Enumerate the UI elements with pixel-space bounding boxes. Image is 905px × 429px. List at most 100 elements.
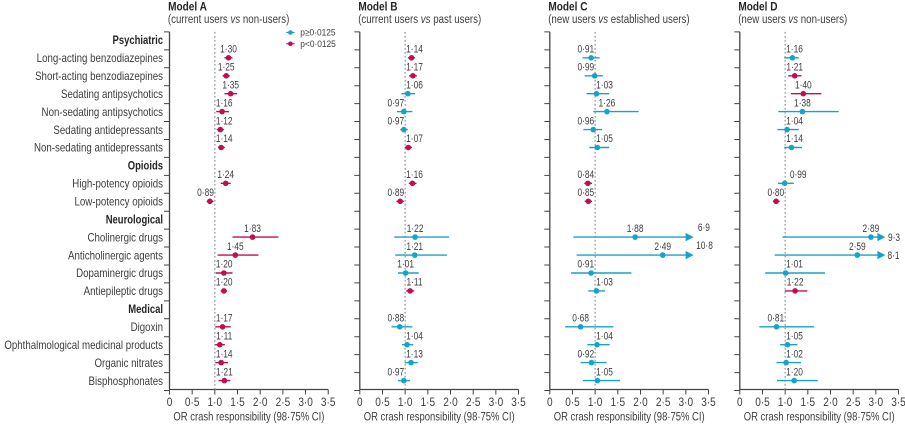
svg-text:1·17: 1·17	[216, 312, 233, 324]
svg-text:(new users vs established user: (new users vs established users)	[548, 13, 689, 26]
svg-text:1·06: 1·06	[406, 79, 423, 91]
svg-text:0·85: 0·85	[577, 187, 594, 199]
svg-text:Model B: Model B	[358, 1, 397, 14]
svg-text:p<0·0125: p<0·0125	[300, 38, 336, 49]
svg-text:1·25: 1·25	[218, 61, 235, 73]
svg-text:0·88: 0·88	[387, 312, 404, 324]
svg-text:1·05: 1·05	[596, 133, 613, 145]
svg-text:1·22: 1·22	[407, 223, 424, 235]
svg-text:2·89: 2·89	[863, 223, 880, 235]
svg-text:1·05: 1·05	[786, 330, 803, 342]
svg-text:10·8: 10·8	[696, 240, 713, 252]
svg-text:3·5: 3·5	[701, 396, 716, 409]
svg-text:1·30: 1·30	[220, 43, 237, 55]
svg-text:Bisphosphonates: Bisphosphonates	[88, 375, 163, 388]
svg-text:0: 0	[737, 396, 743, 409]
svg-text:1·16: 1·16	[406, 169, 423, 181]
svg-text:3·0: 3·0	[679, 396, 694, 409]
svg-text:OR crash responsibility (98·75: OR crash responsibility (98·75% CI)	[364, 411, 515, 424]
svg-text:Sedating antidepressants: Sedating antidepressants	[53, 124, 163, 137]
svg-text:1·20: 1·20	[786, 366, 803, 378]
svg-text:1·5: 1·5	[611, 396, 626, 409]
svg-text:0·81: 0·81	[767, 312, 784, 324]
svg-text:0·99: 0·99	[790, 169, 807, 181]
svg-text:Opioids: Opioids	[128, 160, 163, 173]
svg-text:1·20: 1·20	[216, 277, 233, 289]
svg-text:High-potency opioids: High-potency opioids	[72, 178, 163, 191]
svg-text:2·5: 2·5	[276, 396, 291, 409]
svg-text:Cholinergic drugs: Cholinergic drugs	[87, 232, 163, 245]
svg-text:1·21: 1·21	[406, 241, 423, 253]
svg-text:(new users vs non-users): (new users vs non-users)	[738, 13, 847, 26]
svg-text:Model D: Model D	[738, 1, 777, 14]
svg-text:2·5: 2·5	[656, 396, 671, 409]
svg-text:3·5: 3·5	[511, 396, 526, 409]
svg-text:0·92: 0·92	[577, 348, 594, 360]
svg-text:3·5: 3·5	[321, 396, 336, 409]
svg-text:0: 0	[357, 396, 363, 409]
svg-text:2·49: 2·49	[654, 241, 671, 253]
svg-text:OR crash responsibility (98·75: OR crash responsibility (98·75% CI)	[744, 411, 895, 424]
svg-text:1·11: 1·11	[216, 330, 232, 342]
svg-text:3·5: 3·5	[891, 396, 905, 409]
svg-text:Neurological: Neurological	[106, 214, 163, 227]
svg-text:1·26: 1·26	[599, 97, 616, 109]
svg-text:Non-sedating antipsychotics: Non-sedating antipsychotics	[42, 106, 163, 119]
svg-text:Digoxin: Digoxin	[131, 321, 163, 334]
svg-text:0·80: 0·80	[767, 187, 784, 199]
svg-text:0·5: 0·5	[185, 396, 200, 409]
svg-text:3·0: 3·0	[298, 396, 313, 409]
svg-text:(current users vs non-users): (current users vs non-users)	[168, 13, 289, 26]
svg-text:1·04: 1·04	[406, 330, 423, 342]
svg-text:1·21: 1·21	[786, 61, 803, 73]
svg-text:0·89: 0·89	[197, 187, 214, 199]
svg-text:1·17: 1·17	[406, 61, 423, 73]
svg-text:1·05: 1·05	[596, 366, 613, 378]
svg-text:1·88: 1·88	[627, 223, 644, 235]
svg-text:1·13: 1·13	[406, 348, 423, 360]
svg-text:Antiepileptic drugs: Antiepileptic drugs	[84, 285, 163, 298]
svg-text:1·12: 1·12	[216, 115, 233, 127]
svg-text:3·0: 3·0	[489, 396, 504, 409]
svg-text:1·0: 1·0	[398, 396, 413, 409]
svg-text:1·20: 1·20	[216, 259, 233, 271]
svg-text:2·5: 2·5	[466, 396, 481, 409]
svg-text:2·59: 2·59	[849, 241, 866, 253]
svg-text:1·14: 1·14	[216, 133, 233, 145]
svg-text:Organic nitrates: Organic nitrates	[94, 357, 163, 370]
svg-text:Long-acting benzodiazepines: Long-acting benzodiazepines	[37, 52, 163, 65]
svg-text:Non-sedating antidepressants: Non-sedating antidepressants	[34, 142, 163, 155]
svg-text:1·03: 1·03	[596, 79, 613, 91]
svg-text:1·14: 1·14	[216, 348, 233, 360]
svg-text:p≥0·0125: p≥0·0125	[300, 27, 335, 38]
svg-text:1·0: 1·0	[588, 396, 603, 409]
svg-text:1·38: 1·38	[794, 97, 811, 109]
svg-text:Psychiatric: Psychiatric	[113, 34, 164, 47]
svg-text:Sedating antipsychotics: Sedating antipsychotics	[61, 88, 163, 101]
svg-text:1·11: 1·11	[406, 277, 422, 289]
svg-text:1·5: 1·5	[421, 396, 436, 409]
svg-text:2·5: 2·5	[846, 396, 861, 409]
svg-text:0·91: 0·91	[577, 43, 594, 55]
svg-text:3·0: 3·0	[869, 396, 884, 409]
svg-text:9·3: 9·3	[888, 232, 900, 244]
svg-text:1·22: 1·22	[787, 277, 804, 289]
svg-text:0: 0	[547, 396, 553, 409]
svg-text:Medical: Medical	[128, 303, 163, 316]
svg-text:1·16: 1·16	[786, 43, 803, 55]
svg-text:OR crash responsibility (98·75: OR crash responsibility (98·75% CI)	[554, 411, 705, 424]
svg-text:Ophthalmological medicinal pro: Ophthalmological medicinal products	[4, 339, 163, 352]
svg-text:1·40: 1·40	[795, 79, 812, 91]
svg-text:1·35: 1·35	[222, 79, 239, 91]
svg-text:1·03: 1·03	[596, 277, 613, 289]
svg-text:1·14: 1·14	[786, 133, 803, 145]
svg-text:1·5: 1·5	[801, 396, 816, 409]
svg-text:6·9: 6·9	[698, 222, 710, 234]
svg-text:0·99: 0·99	[577, 61, 594, 73]
svg-text:1·83: 1·83	[244, 223, 261, 235]
svg-text:0: 0	[167, 396, 173, 409]
svg-text:Short-acting benzodiazepines: Short-acting benzodiazepines	[35, 70, 163, 83]
svg-text:1·45: 1·45	[227, 241, 244, 253]
svg-text:1·07: 1·07	[406, 133, 423, 145]
svg-text:OR crash responsibility (98·75: OR crash responsibility (98·75% CI)	[173, 411, 324, 424]
